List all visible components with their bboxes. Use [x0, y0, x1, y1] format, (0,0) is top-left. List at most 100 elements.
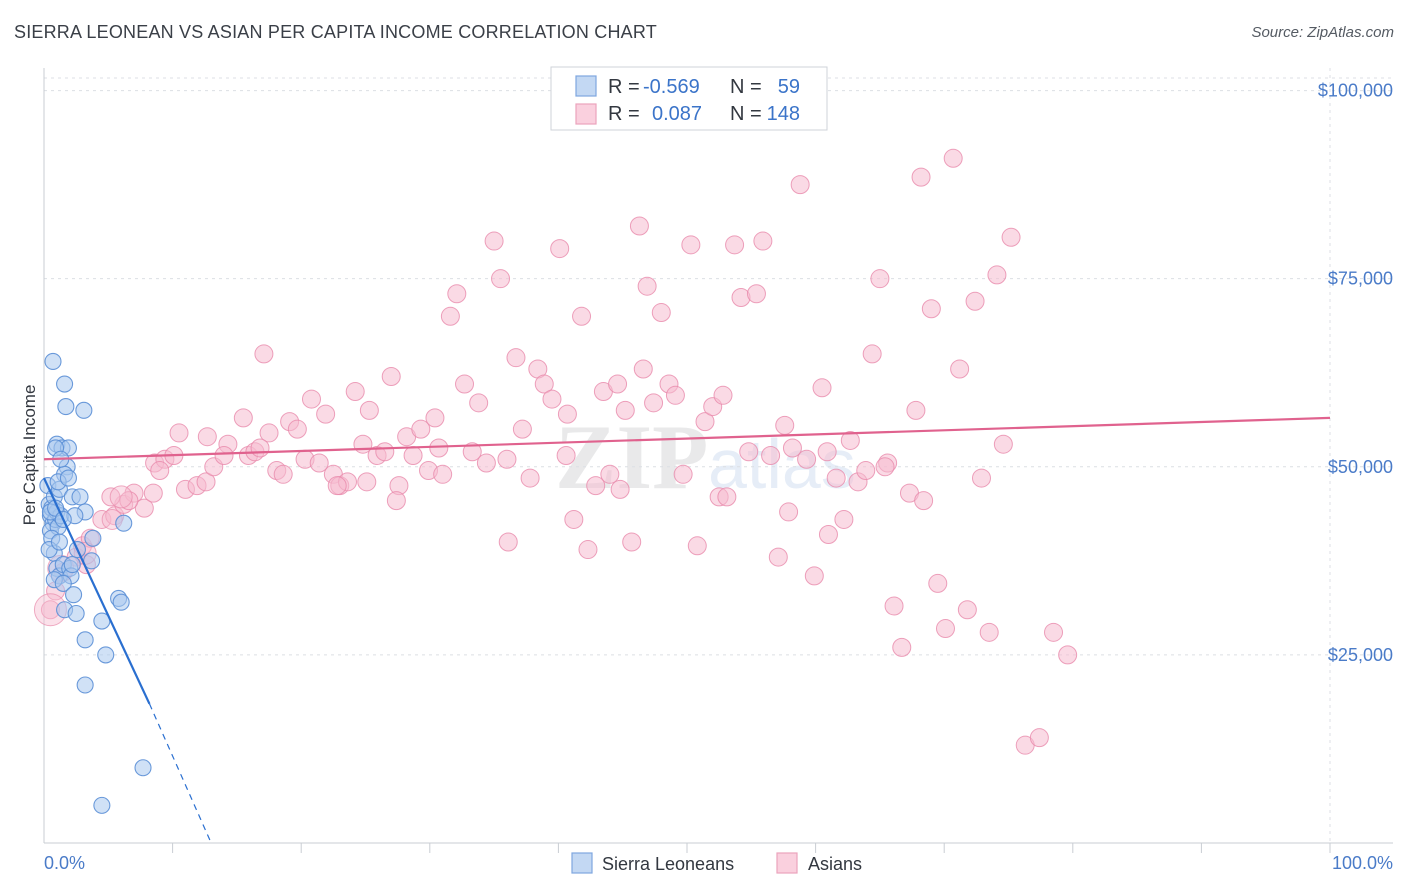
asians-point: [484, 231, 504, 251]
asians-point: [971, 468, 991, 488]
asians-point: [586, 476, 606, 496]
asians-point: [817, 442, 837, 462]
sierra-leoneans-point: [75, 401, 93, 419]
asians-point: [840, 430, 860, 450]
asians-point: [134, 498, 154, 518]
asians-point: [316, 404, 336, 424]
asians-point: [965, 291, 985, 311]
sierra-leoneans-point: [56, 375, 74, 393]
asians-point: [429, 438, 449, 458]
x-ticks: [172, 843, 1331, 853]
sierra-leoneans-point: [76, 631, 94, 649]
asians-point: [1001, 227, 1021, 247]
asians-point: [935, 619, 955, 639]
asians-point: [375, 442, 395, 462]
asians-point: [578, 540, 598, 560]
legend-r-label-pink: R =: [608, 103, 640, 125]
axes: [43, 68, 1393, 844]
legend-swatch-blue: [575, 75, 597, 97]
sierra-leoneans-point: [54, 574, 72, 592]
asians-point: [906, 400, 926, 420]
asians-point: [856, 461, 876, 481]
y-tick-label-0: $25,000: [1328, 645, 1393, 665]
asians-point: [250, 438, 270, 458]
asians-point: [812, 378, 832, 398]
asians-point: [557, 404, 577, 424]
asians-point: [797, 449, 817, 469]
asians-point: [695, 412, 715, 432]
asians-point: [497, 449, 517, 469]
asians-point: [608, 374, 628, 394]
asians-point: [834, 509, 854, 529]
asians-point: [403, 446, 423, 465]
asians-trend-line: [43, 416, 1331, 461]
asians-point: [713, 385, 733, 405]
asians-point: [101, 487, 121, 507]
asians-point: [950, 359, 970, 379]
asians-point: [862, 344, 882, 364]
asians-point: [433, 464, 453, 484]
asians-point: [273, 464, 293, 484]
sierra-leoneans-point: [84, 529, 102, 547]
asians-point: [197, 427, 217, 447]
asians-point: [469, 393, 489, 413]
asians-point: [761, 446, 781, 465]
sierra-leoneans-point: [71, 488, 89, 506]
legend-n-value-pink: 148: [767, 103, 800, 125]
asians-point: [775, 415, 795, 435]
legend-r-label-blue: R =: [608, 76, 640, 98]
asians-point: [746, 284, 766, 304]
asians-point: [440, 306, 460, 326]
asians-point: [875, 457, 895, 477]
sierra-leoneans-point: [93, 796, 111, 814]
sierra-leoneans-points: [39, 352, 152, 814]
asians-point: [911, 167, 931, 187]
asians-points: [33, 148, 1078, 755]
asians-point: [870, 269, 890, 289]
asians-point: [287, 419, 307, 439]
asians-point: [673, 464, 693, 484]
asians-point: [818, 525, 838, 545]
asians-point: [309, 453, 329, 473]
asians-point: [498, 532, 518, 552]
asians-point: [476, 453, 496, 473]
legend-n-label-pink: N =: [730, 103, 762, 125]
asians-point: [826, 468, 846, 488]
asians-point: [462, 442, 482, 462]
y-tick-label-2: $75,000: [1328, 269, 1393, 289]
asians-point: [196, 472, 216, 492]
asians-point: [345, 382, 365, 402]
legend-n-value-blue: 59: [778, 76, 800, 98]
asians-point: [542, 389, 562, 409]
series-legend: Sierra Leoneans Asians: [571, 852, 862, 874]
asians-point: [717, 487, 737, 507]
asians-point: [572, 306, 592, 326]
asians-point: [943, 148, 963, 168]
asians-point: [921, 299, 941, 319]
series-legend-label-asians: Asians: [808, 854, 862, 874]
asians-point: [753, 231, 773, 251]
sierra-leoneans-trend-extension: [148, 703, 212, 844]
asians-point: [556, 446, 576, 465]
asians-point: [534, 374, 554, 394]
legend-box: [550, 66, 828, 131]
asians-point: [425, 408, 445, 428]
sierra-leoneans-point: [76, 676, 94, 694]
asians-point: [1029, 728, 1049, 748]
y-tick-labels: $25,000 $50,000 $75,000 $100,000: [1318, 81, 1393, 665]
asians-point: [622, 532, 642, 552]
watermark-zip: ZIP: [555, 406, 708, 508]
legend-n-label-blue: N =: [730, 76, 762, 98]
sierra-leoneans-point: [134, 759, 152, 777]
asians-point: [447, 284, 467, 304]
chart-title: SIERRA LEONEAN VS ASIAN PER CAPITA INCOM…: [14, 22, 657, 42]
asians-point: [644, 393, 664, 413]
asians-point: [520, 468, 540, 488]
asians-point: [233, 408, 253, 428]
asians-point: [150, 461, 170, 481]
asians-point: [892, 637, 912, 657]
asians-point: [665, 385, 685, 405]
asians-point: [119, 491, 139, 511]
asians-point: [1044, 622, 1064, 642]
